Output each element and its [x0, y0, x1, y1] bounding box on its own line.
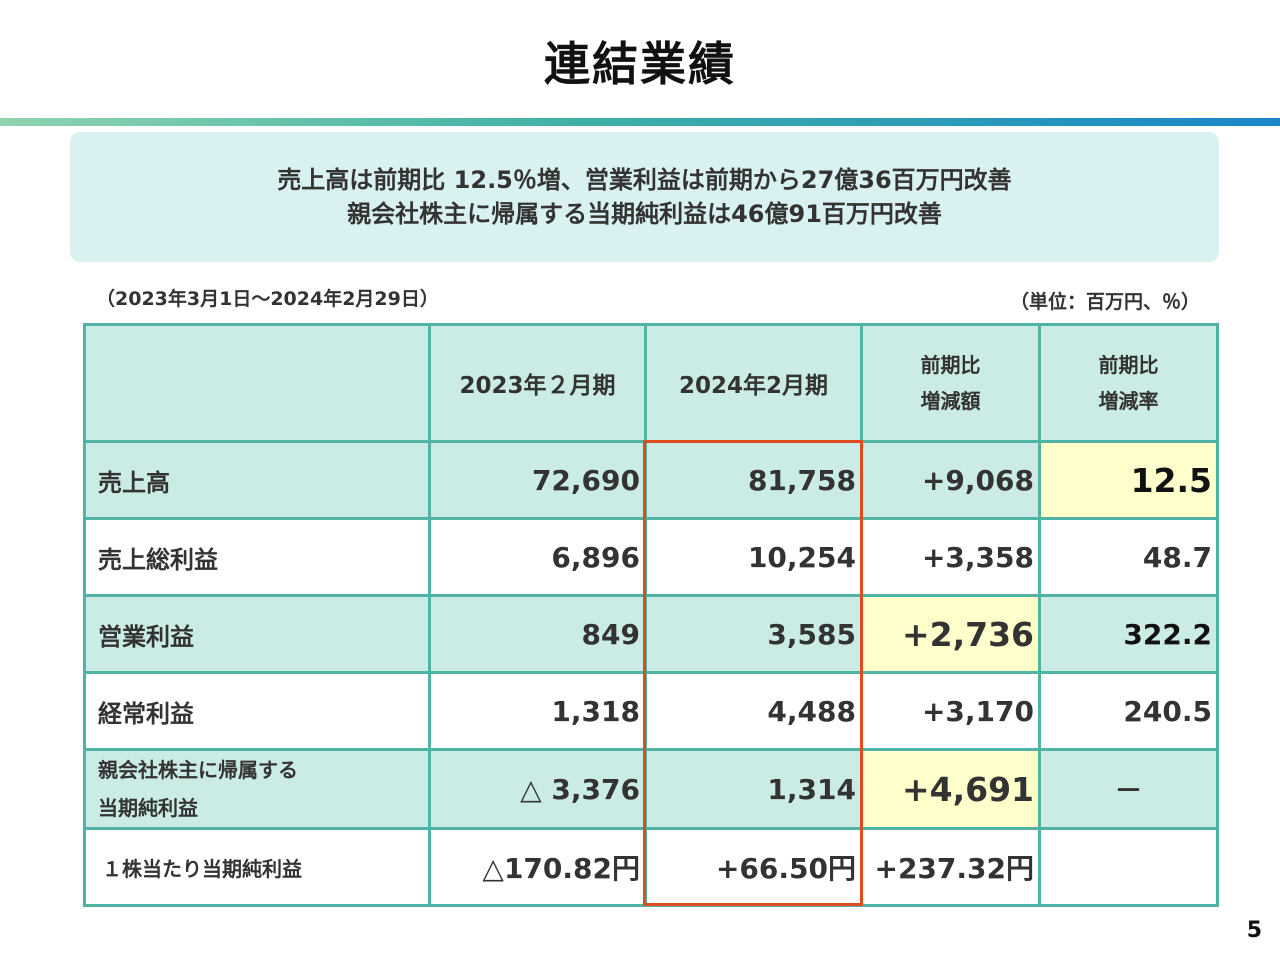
cell-fy2024: 3,585	[644, 594, 863, 674]
row-label: 売上高	[83, 440, 431, 520]
header-change-amount-line1: 前期比	[920, 353, 981, 377]
table-row-net-income: 親会社株主に帰属する 当期純利益 △ 3,376 1,314 +4,691 －	[83, 748, 1219, 830]
cell-fy2024: 1,314	[644, 748, 863, 830]
summary-line-1: 売上高は前期比 12.5％増、営業利益は前期から27億36百万円改善	[277, 166, 1012, 194]
header-change-amount-line2: 増減額	[920, 389, 981, 413]
cell-rate: 322.2	[1038, 594, 1219, 674]
results-table: 2023年２月期 2024年2月期 前期比 増減額 前期比 増減率 売上高 72…	[83, 323, 1219, 907]
header-blank	[83, 323, 431, 443]
cell-rate: 48.7	[1038, 517, 1219, 597]
summary-line-2: 親会社株主に帰属する当期純利益は46億91百万円改善	[347, 200, 942, 228]
cell-fy2024: 81,758	[644, 440, 863, 520]
cell-fy2023: 72,690	[428, 440, 647, 520]
table-row-ordinary-profit: 経常利益 1,318 4,488 +3,170 240.5	[83, 671, 1219, 751]
header-fy2024: 2024年2月期	[644, 323, 863, 443]
row-label-line1: 親会社株主に帰属する	[98, 758, 298, 782]
cell-fy2024: 4,488	[644, 671, 863, 751]
cell-change: +3,358	[860, 517, 1041, 597]
cell-change: +4,691	[860, 748, 1041, 830]
cell-rate	[1038, 827, 1219, 907]
cell-fy2024: 10,254	[644, 517, 863, 597]
table-header-row: 2023年２月期 2024年2月期 前期比 増減額 前期比 増減率	[83, 323, 1219, 443]
cell-rate: －	[1038, 748, 1219, 830]
summary-box: 売上高は前期比 12.5％増、営業利益は前期から27億36百万円改善 親会社株主…	[70, 132, 1219, 262]
table-row-eps: １株当たり当期純利益 △170.82円 +66.50円 +237.32円	[83, 827, 1219, 907]
unit-label: （単位：百万円、％）	[1009, 291, 1200, 313]
cell-fy2023: 849	[428, 594, 647, 674]
header-change-rate-line2: 増減率	[1098, 389, 1159, 413]
table-row-net-sales: 売上高 72,690 81,758 +9,068 12.5	[83, 440, 1219, 520]
row-label: 営業利益	[83, 594, 431, 674]
header-change-rate: 前期比 増減率	[1038, 323, 1219, 443]
row-label-line2: 当期純利益	[98, 796, 198, 820]
table-row-operating-profit: 営業利益 849 3,585 +2,736 322.2	[83, 594, 1219, 674]
row-label: 売上総利益	[83, 517, 431, 597]
cell-fy2023: △170.82円	[428, 827, 647, 907]
cell-change: +237.32円	[860, 827, 1041, 907]
period-label: （2023年3月1日～2024年2月29日）	[96, 288, 439, 310]
cell-fy2023: △ 3,376	[428, 748, 647, 830]
header-change-rate-line1: 前期比	[1098, 353, 1159, 377]
cell-change: +9,068	[860, 440, 1041, 520]
cell-rate: 12.5	[1038, 440, 1219, 520]
cell-change: +2,736	[860, 594, 1041, 674]
title-gradient-bar	[0, 118, 1280, 126]
cell-rate: 240.5	[1038, 671, 1219, 751]
cell-fy2023: 1,318	[428, 671, 647, 751]
cell-change: +3,170	[860, 671, 1041, 751]
cell-fy2023: 6,896	[428, 517, 647, 597]
row-label: １株当たり当期純利益	[83, 827, 431, 907]
page-number: 5	[1246, 918, 1262, 943]
row-label: 親会社株主に帰属する 当期純利益	[83, 748, 431, 830]
table-row-gross-profit: 売上総利益 6,896 10,254 +3,358 48.7	[83, 517, 1219, 597]
header-change-amount: 前期比 増減額	[860, 323, 1041, 443]
header-fy2023: 2023年２月期	[428, 323, 647, 443]
row-label: 経常利益	[83, 671, 431, 751]
page-title: 連結業績	[544, 37, 736, 91]
cell-fy2024: +66.50円	[644, 827, 863, 907]
